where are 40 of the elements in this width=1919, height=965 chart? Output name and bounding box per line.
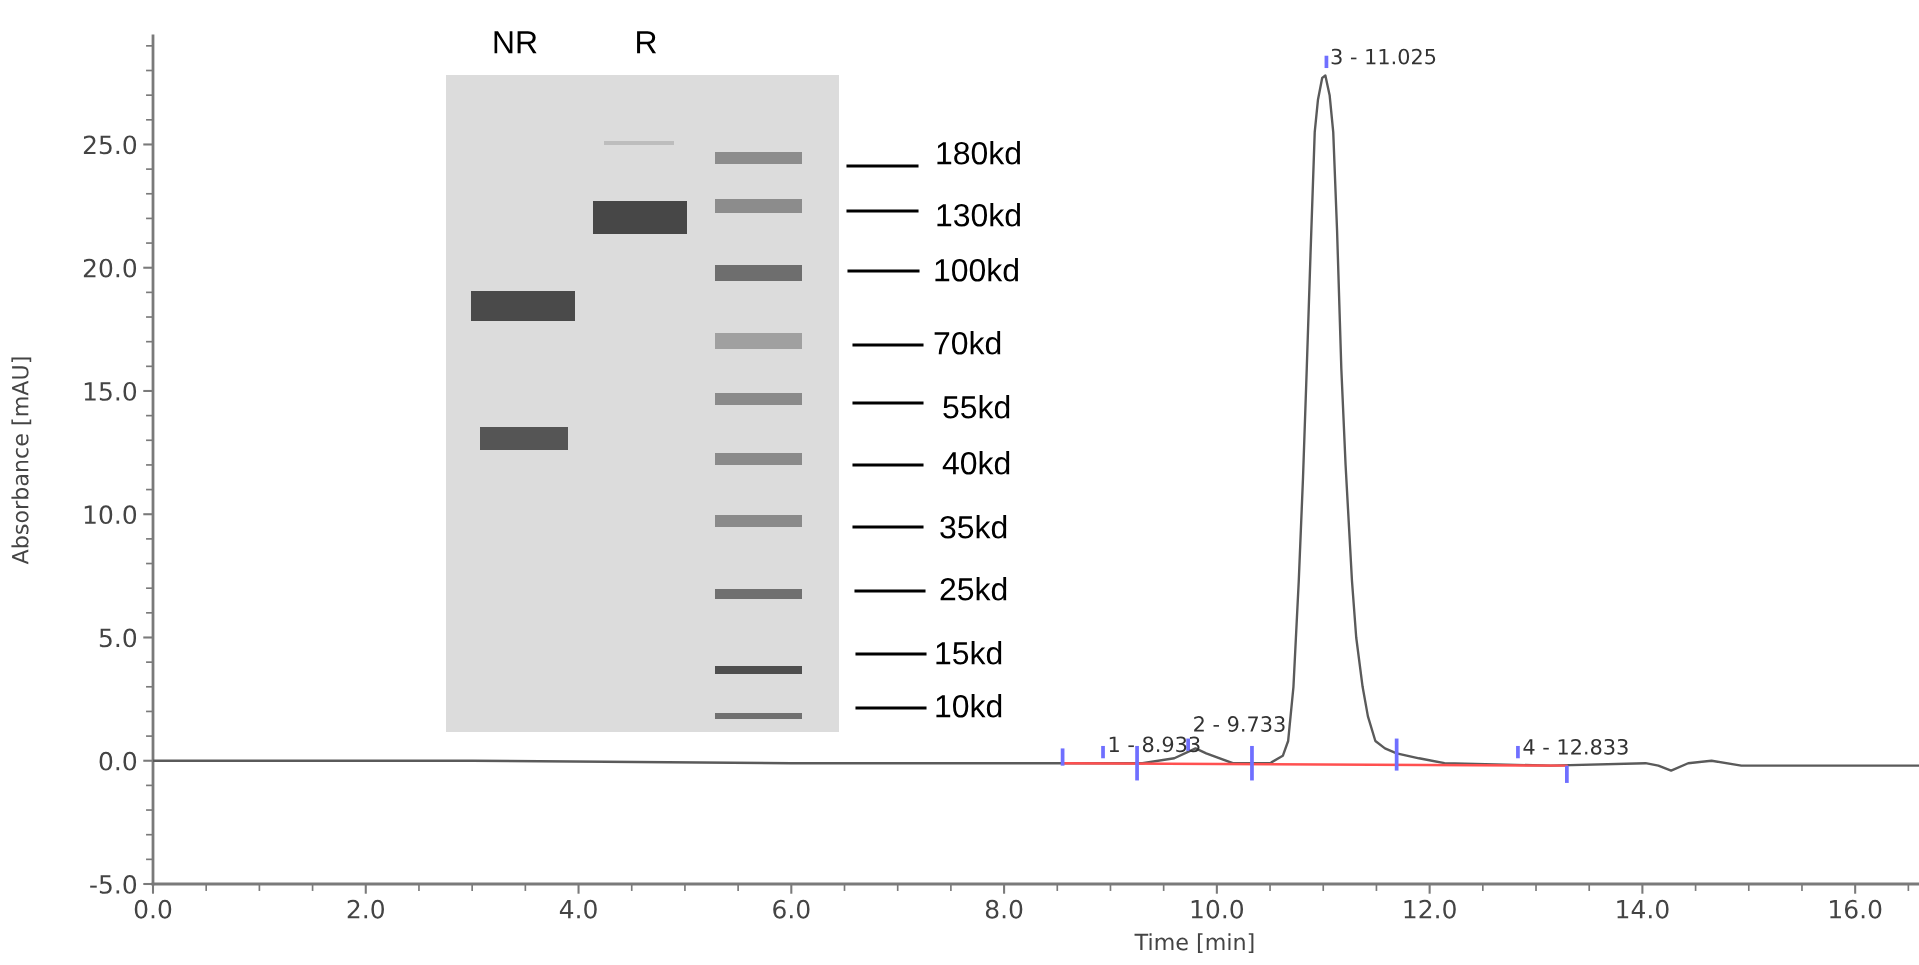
bar [1250,745,1254,781]
annotation: NR [494,31,537,54]
x-tick-label: 12.0 [1404,899,1456,919]
bar [1516,745,1520,759]
line-series [153,74,1919,772]
x-tick-label: 8.0 [985,899,1023,919]
x-tick-label: 10.0 [1191,899,1244,919]
y-tick-label: 20.0 [83,258,137,278]
y-axis-title: Absorbance [mAU] [11,357,32,565]
y-tick-label: 0.0 [99,751,137,771]
bar [1135,745,1139,781]
annotation: 40kd [942,451,1010,475]
x-tick-label: 0.0 [134,899,172,919]
annotation: 2 - 9.733 [1194,716,1285,732]
annotation: 3 - 11.025 [1331,48,1436,65]
annotation: 100kd [935,258,1018,282]
annotation: R [637,31,657,54]
annotation: 4 - 12.833 [1523,738,1628,755]
annotation: 15kd [936,641,1002,665]
annotation: 180kd [937,141,1020,165]
annotation: 55kd [943,395,1010,419]
bar [1394,738,1399,771]
annotation: 35kd [940,515,1007,539]
y-tick-label: -5.0 [90,874,137,894]
y-tick-label: 25.0 [83,135,137,155]
x-tick-label: 6.0 [773,899,810,919]
y-tick-label: 5.0 [99,628,137,648]
y-tick-label: 10.0 [84,505,137,525]
x-tick-label: 2.0 [347,899,384,919]
x-tick-label: 16.0 [1830,899,1882,919]
x-axis-title: Time [min] [1134,933,1254,953]
x-tick-label: 14.0 [1617,899,1669,919]
annotation: 70kd [934,331,1001,355]
y-tick-label: 15.0 [84,381,137,401]
bar [1101,745,1105,759]
annotation: 25kd [940,577,1007,601]
x-tick-label: 4.0 [559,899,597,919]
annotation: 130kd [937,203,1020,227]
bar [1565,765,1569,783]
annotation: 10kd [936,694,1002,718]
